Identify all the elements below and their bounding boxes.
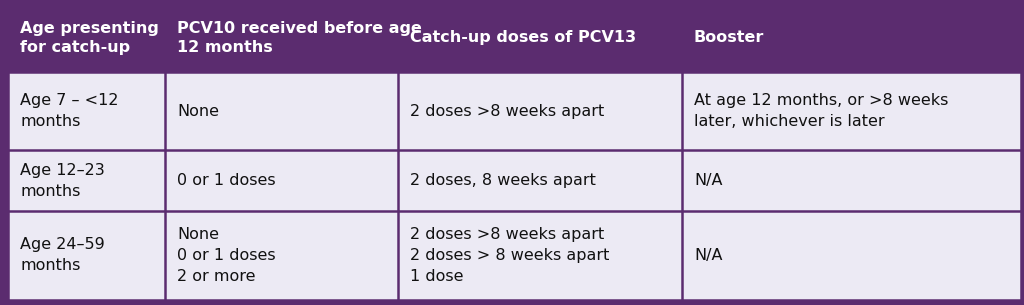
Bar [398,150,682,211]
Bar [165,150,398,211]
Text: Catch-up doses of PCV13: Catch-up doses of PCV13 [411,30,637,45]
Text: Age presenting
for catch-up: Age presenting for catch-up [20,20,160,55]
Bar [682,72,1021,150]
Text: Age 12–23
months: Age 12–23 months [20,163,105,199]
Text: 2 doses >8 weeks apart
2 doses > 8 weeks apart
1 dose: 2 doses >8 weeks apart 2 doses > 8 weeks… [411,227,609,284]
Text: Age 24–59
months: Age 24–59 months [20,237,105,273]
Bar [165,211,398,300]
Bar [682,150,1021,211]
Bar [682,4,1021,72]
Bar [398,4,682,72]
Bar [165,72,398,150]
Text: N/A: N/A [694,248,723,263]
Text: At age 12 months, or >8 weeks
later, whichever is later: At age 12 months, or >8 weeks later, whi… [694,93,948,129]
Bar [682,211,1021,300]
Text: None
0 or 1 doses
2 or more: None 0 or 1 doses 2 or more [177,227,276,284]
Text: 2 doses >8 weeks apart: 2 doses >8 weeks apart [411,104,604,119]
Text: Booster: Booster [694,30,764,45]
Bar [8,211,165,300]
Bar [398,72,682,150]
Text: Age 7 – <12
months: Age 7 – <12 months [20,93,119,129]
Bar [8,72,165,150]
Text: PCV10 received before age
12 months: PCV10 received before age 12 months [177,20,422,55]
Bar [398,211,682,300]
Text: N/A: N/A [694,173,723,188]
Text: 0 or 1 doses: 0 or 1 doses [177,173,276,188]
Bar [8,4,165,72]
Text: None: None [177,104,219,119]
Bar [8,150,165,211]
Text: 2 doses, 8 weeks apart: 2 doses, 8 weeks apart [411,173,596,188]
Bar [165,4,398,72]
